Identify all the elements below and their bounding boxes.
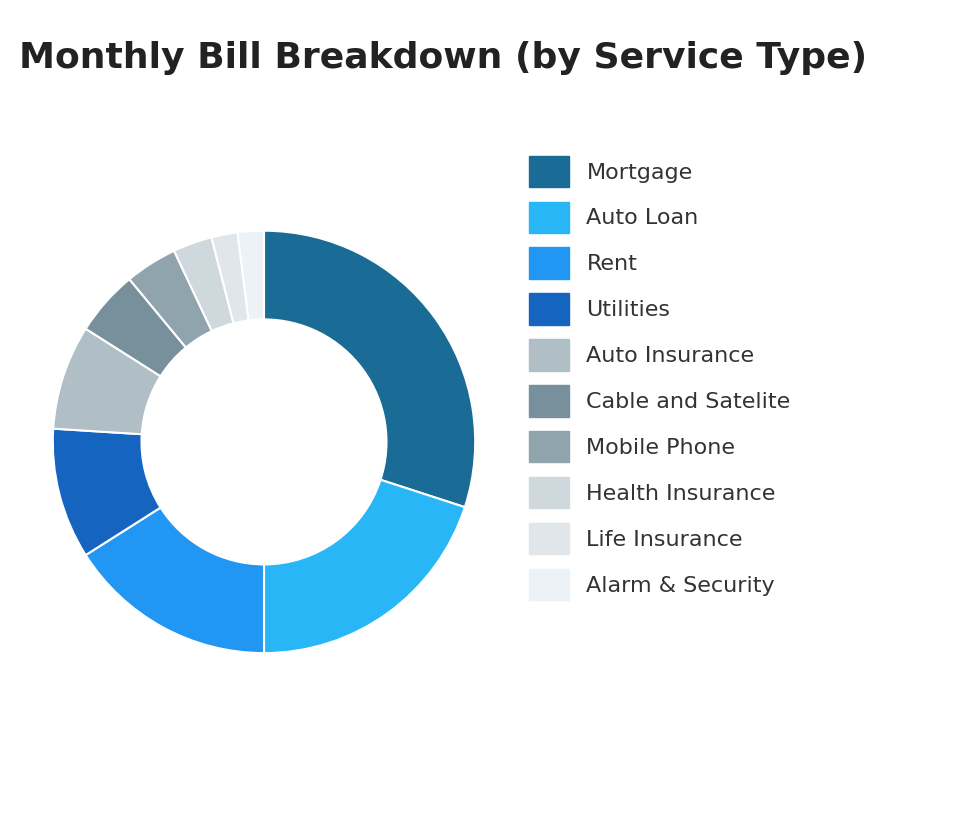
Wedge shape (85, 507, 264, 653)
Wedge shape (237, 230, 264, 320)
Wedge shape (130, 251, 212, 348)
Wedge shape (264, 230, 475, 507)
Wedge shape (211, 232, 249, 323)
Wedge shape (53, 429, 160, 555)
Wedge shape (53, 329, 160, 434)
Legend: Mortgage, Auto Loan, Rent, Utilities, Auto Insurance, Cable and Satelite, Mobile: Mortgage, Auto Loan, Rent, Utilities, Au… (517, 145, 802, 611)
Wedge shape (264, 480, 465, 653)
Wedge shape (85, 279, 186, 377)
Wedge shape (174, 237, 233, 331)
Text: Monthly Bill Breakdown (by Service Type): Monthly Bill Breakdown (by Service Type) (19, 41, 867, 75)
